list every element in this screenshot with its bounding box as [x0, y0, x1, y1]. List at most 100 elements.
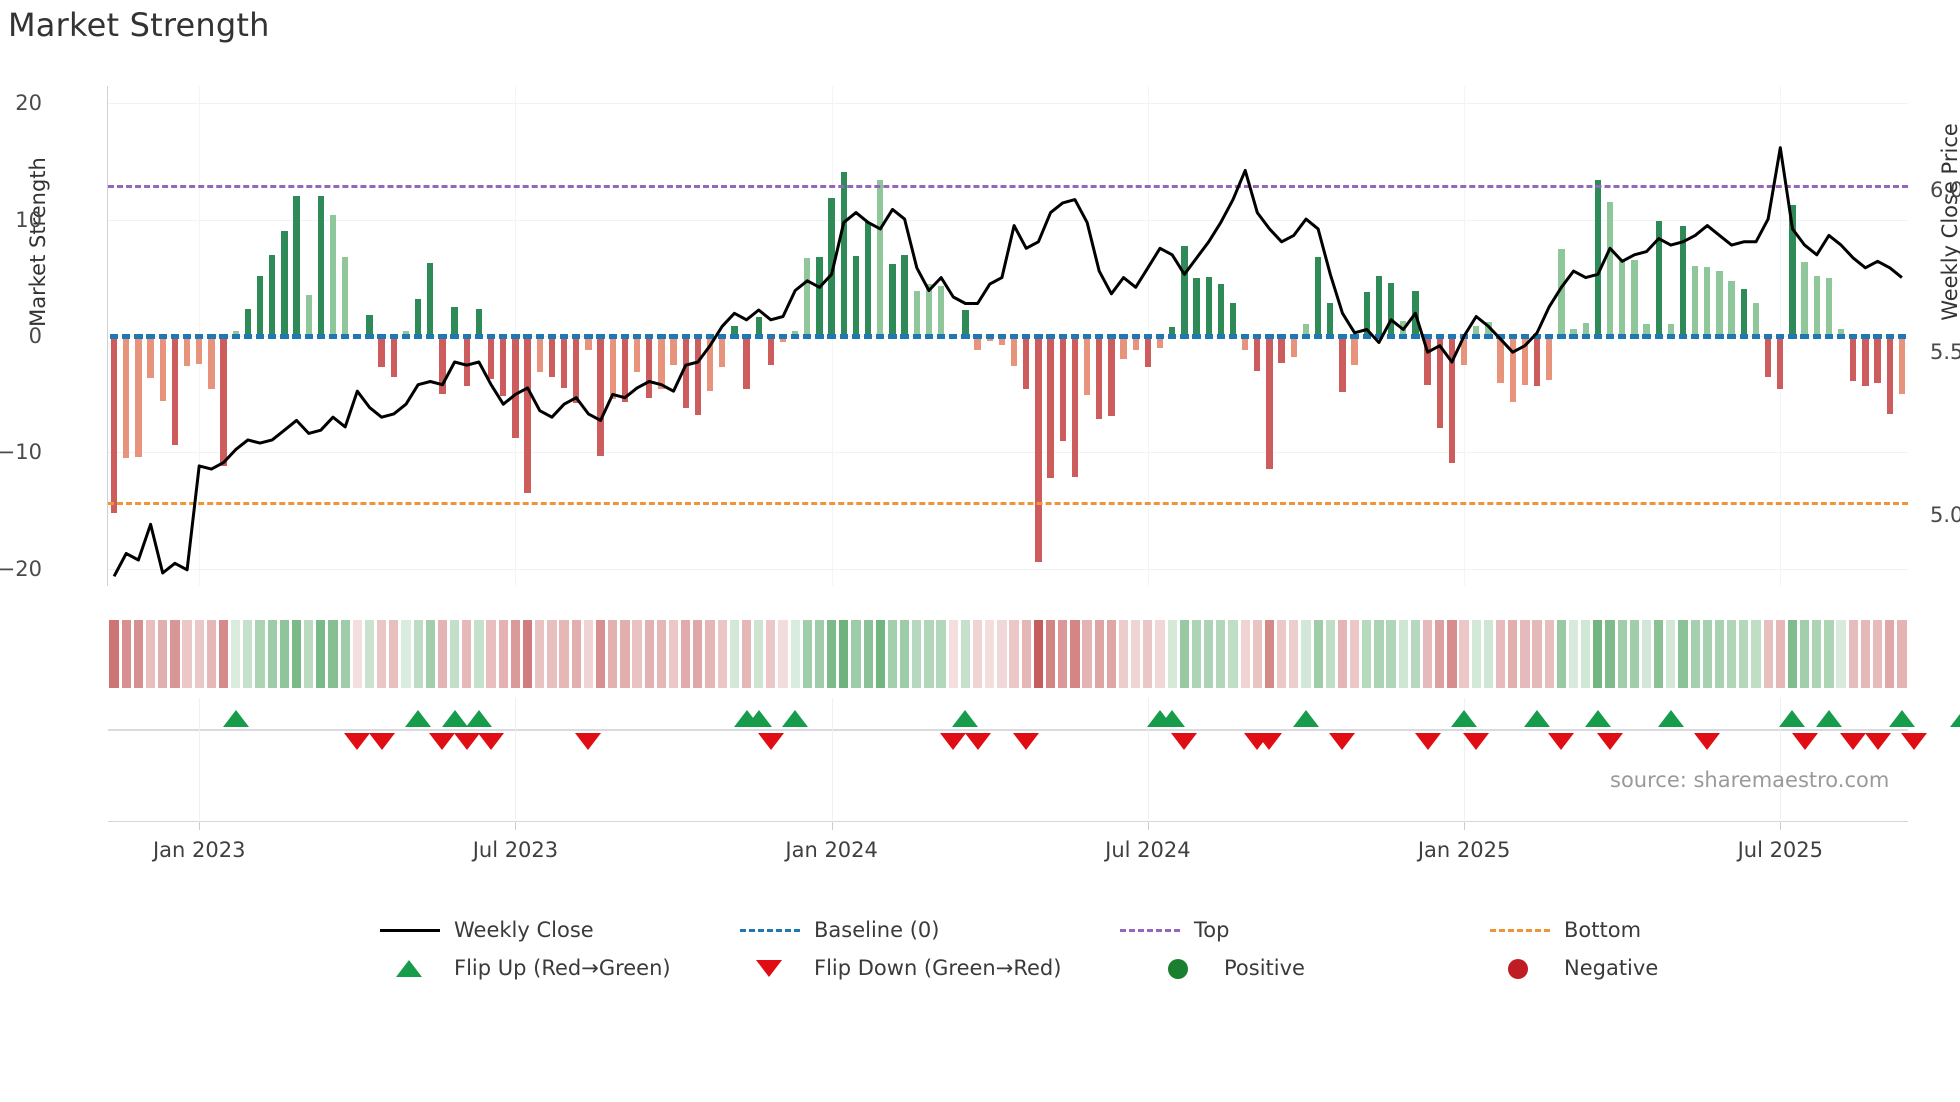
bar-positive [427, 262, 434, 336]
baseline-segment [1253, 333, 1262, 339]
bar-negative [694, 336, 701, 416]
bar-positive [366, 315, 373, 336]
baseline-segment [1800, 333, 1809, 339]
y-axis-spine [107, 86, 108, 586]
heatmap-cell [328, 620, 338, 688]
legend-item[interactable]: Baseline (0) [740, 918, 939, 942]
heatmap-cell [1410, 620, 1421, 688]
heatmap-cell [1690, 620, 1700, 688]
legend-item[interactable]: Positive [1150, 956, 1305, 980]
flip-down-marker [1013, 733, 1040, 750]
legend-glyph-dotted [1120, 918, 1180, 942]
bar-positive [889, 263, 896, 336]
bar-positive [1363, 291, 1370, 336]
legend-glyph-dashed [740, 918, 800, 942]
y-tick-right: 5.00 [1930, 502, 1960, 527]
heatmap-cell [279, 620, 289, 688]
bar-negative [220, 336, 227, 467]
flip-down-marker [368, 733, 395, 750]
bar-negative [536, 336, 543, 373]
bar-negative [767, 336, 774, 366]
bar-negative [621, 336, 629, 403]
gridline-horizontal [108, 452, 1908, 454]
baseline-segment [1326, 333, 1335, 339]
bar-negative [1339, 336, 1346, 392]
baseline-segment [669, 333, 678, 339]
heatmap-cell [291, 620, 302, 688]
heatmap-cell [1252, 620, 1262, 688]
baseline-segment [1143, 333, 1152, 339]
legend-label: Positive [1224, 956, 1305, 980]
y-tick-right: 5.50 [1930, 340, 1960, 365]
heatmap-cell [133, 620, 144, 688]
heatmap-cell [1216, 620, 1226, 688]
bar-positive [329, 215, 337, 336]
legend-glyph-dotted [1490, 918, 1550, 942]
flip-up-marker [1779, 710, 1806, 727]
baseline-segment [1532, 333, 1542, 339]
bar-negative [609, 336, 616, 399]
x-tick-mark [1780, 822, 1782, 830]
heatmap-cell [1605, 620, 1615, 688]
legend-item[interactable]: Bottom [1490, 918, 1641, 942]
heatmap-cell [182, 620, 192, 688]
heatmap-cell [766, 620, 776, 688]
bar-positive [1193, 277, 1200, 336]
baseline-segment [1873, 333, 1882, 339]
bar-negative [1035, 336, 1042, 562]
legend-item[interactable]: Flip Down (Green→Red) [740, 956, 1061, 980]
x-tick-mark [199, 822, 201, 830]
bar-negative [378, 336, 385, 368]
legend-label: Bottom [1564, 918, 1642, 942]
flip-down-marker [940, 733, 967, 750]
x-tick-mark [1464, 822, 1466, 830]
heatmap-cell [1447, 620, 1457, 688]
heatmap-cell [1362, 620, 1372, 688]
heatmap-cell [1191, 620, 1202, 688]
legend-item[interactable]: Weekly Close [380, 918, 594, 942]
heatmap-cell [1179, 620, 1189, 688]
solid-line-icon [380, 929, 440, 932]
heatmap-cell [1568, 620, 1579, 688]
bar-negative [1096, 336, 1103, 419]
heatmap-cell [437, 620, 448, 688]
flip-down-marker [1329, 733, 1356, 750]
heatmap-cell [754, 620, 764, 688]
flip-down-marker [1463, 733, 1490, 750]
heatmap-cell [1836, 620, 1846, 688]
bar-positive [1582, 323, 1589, 336]
baseline-segment [778, 333, 788, 339]
heatmap-cell [401, 620, 411, 688]
heatmap-cell [960, 620, 971, 688]
legend-item[interactable]: Flip Up (Red→Green) [380, 956, 671, 980]
baseline-segment [122, 333, 131, 339]
flip-down-marker [757, 733, 784, 750]
flip-up-marker [405, 710, 432, 727]
baseline-segment [1763, 333, 1773, 339]
legend-item[interactable]: Top [1120, 918, 1229, 942]
bar-positive [1169, 326, 1176, 336]
heatmap-cell [1131, 620, 1141, 688]
heatmap-cell [1824, 620, 1834, 688]
heatmap-cell [729, 620, 739, 688]
baseline-segment [973, 333, 982, 339]
bar-positive [804, 258, 811, 336]
bar-negative [779, 336, 787, 342]
x-axis [108, 762, 1908, 830]
heatmap-cell [1860, 620, 1871, 688]
heatmap-cell [1872, 620, 1883, 688]
heatmap-cell [1313, 620, 1323, 688]
bar-negative [573, 336, 580, 404]
baseline-segment [1155, 333, 1165, 339]
legend-label: Top [1194, 918, 1230, 942]
heatmap-cell [1727, 620, 1737, 688]
flip-up-marker [952, 710, 979, 727]
heatmap-cell [681, 620, 691, 688]
heatmap-cell [656, 620, 666, 688]
legend-item[interactable]: Negative [1490, 956, 1658, 980]
heatmap-cell [498, 620, 508, 688]
bar-positive [937, 286, 945, 336]
y-tick-left: −10 [0, 440, 42, 465]
baseline-segment [1812, 333, 1821, 339]
flip-down-marker [478, 733, 505, 750]
